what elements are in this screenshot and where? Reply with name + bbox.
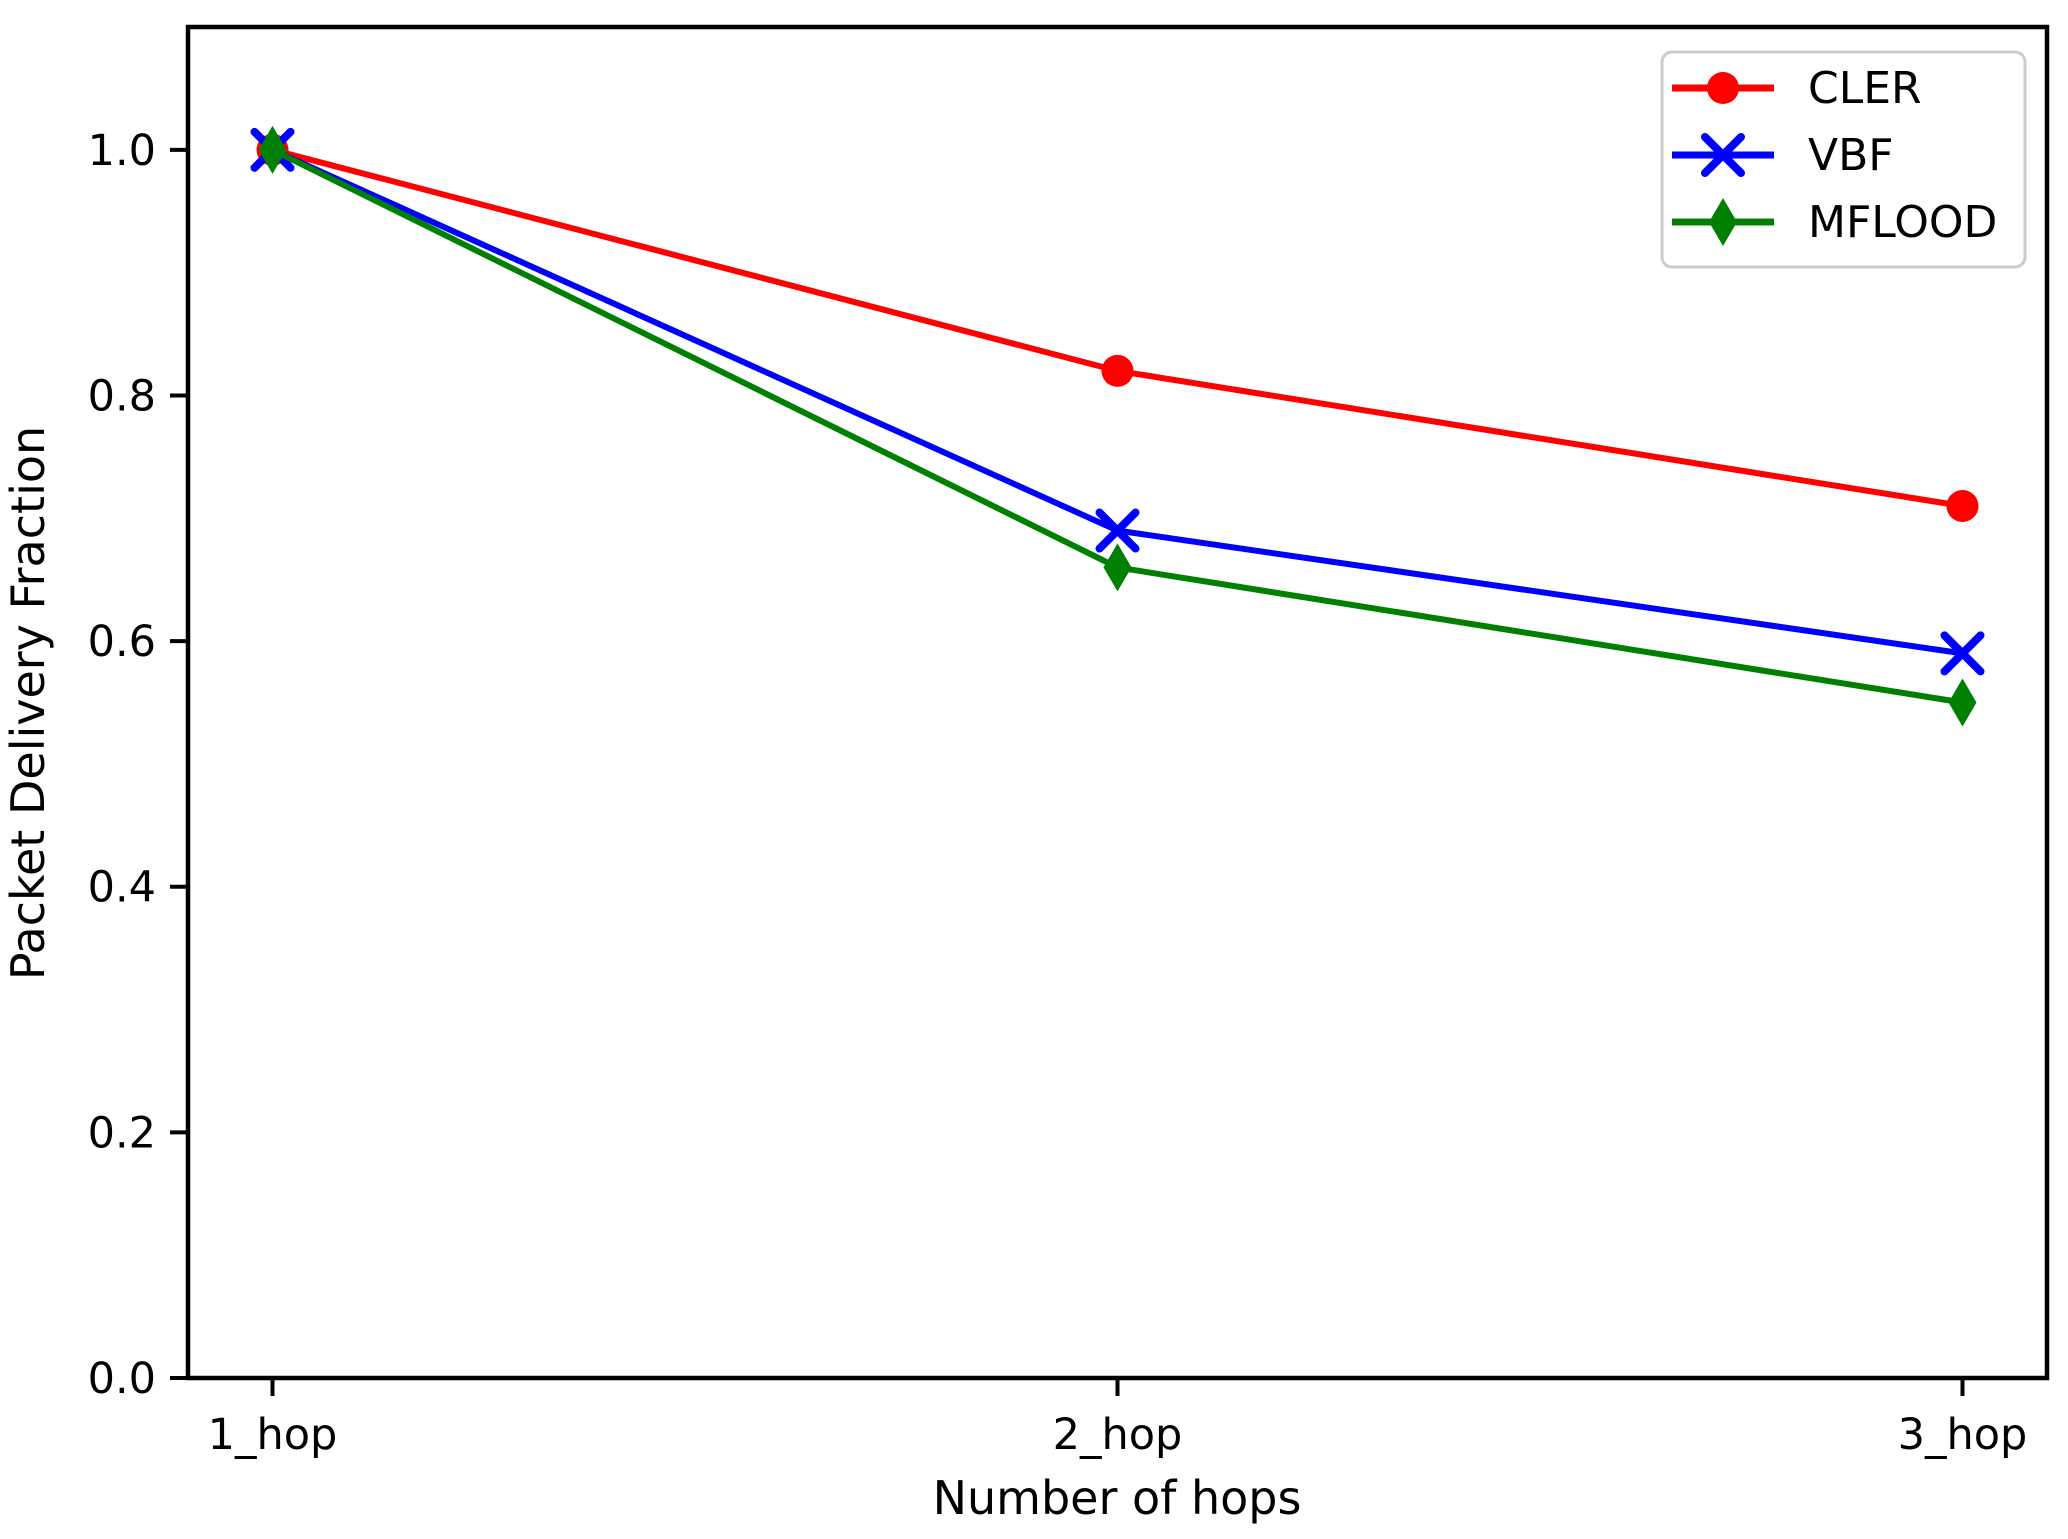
x-axis-tick-label: 1_hop	[208, 1410, 338, 1460]
legend-sample-marker-thin-diamond	[1709, 198, 1737, 246]
data-point-vbf-2_hop	[1095, 508, 1140, 553]
y-axis-tick-label: 0.6	[88, 617, 156, 667]
x-axis-tick-label: 3_hop	[1898, 1410, 2028, 1460]
data-point-mflood-3_hop	[1948, 678, 1977, 727]
legend-sample-marker-circle	[1707, 72, 1739, 104]
data-point-mflood-2_hop	[1103, 543, 1132, 592]
y-axis-tick-label: 0.2	[88, 1108, 156, 1158]
data-point-vbf-3_hop	[1940, 631, 1985, 676]
x-axis-tick-label: 2_hop	[1053, 1410, 1183, 1460]
legend-sample-marker-x	[1701, 133, 1745, 177]
y-axis-tick-label: 0.4	[88, 863, 156, 913]
legend-item-label: CLER	[1808, 63, 1922, 114]
legend-item-mflood: MFLOOD	[1672, 197, 1997, 248]
plot-border	[185, 24, 2050, 1381]
legend-item-label: MFLOOD	[1808, 197, 1997, 248]
legend-item-label: VBF	[1808, 130, 1894, 181]
legend-item-cler: CLER	[1672, 63, 1922, 114]
data-point-mflood-1_hop	[258, 125, 287, 174]
y-axis-tick-label: 0.0	[88, 1354, 156, 1404]
legend-item-vbf: VBF	[1672, 130, 1894, 181]
plot-area: 0.0 0.2 0.4 0.6 0.8 1.0 1_hop 2_hop 3_hop CLER VBF…	[88, 24, 2050, 1460]
data-point-cler-2_hop	[1101, 354, 1134, 387]
legend-box	[1660, 50, 2027, 269]
x-axis-label: Number of hops	[933, 1471, 1302, 1525]
y-axis-tick-label: 1.0	[88, 126, 156, 176]
y-axis-label: Packet Delivery Fraction	[1, 426, 55, 980]
data-point-cler-3_hop	[1946, 489, 1979, 522]
series-mflood	[258, 125, 1977, 727]
y-axis-tick-label: 0.8	[88, 371, 156, 421]
legend: CLER VBF MFLOOD	[1660, 50, 2027, 269]
